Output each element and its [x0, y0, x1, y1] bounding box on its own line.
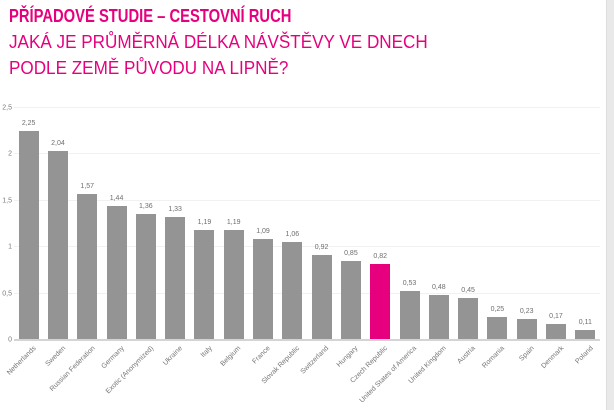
bar-column: 0,17 Denmark [540, 108, 570, 370]
x-category-label: Austria [456, 345, 478, 366]
y-tick-label: 0,5 [2, 290, 12, 298]
bar-italy [194, 229, 215, 340]
x-category-label: Ukraine [162, 345, 185, 368]
x-category-label: Hungary [336, 345, 360, 369]
x-category-label: Poland [573, 345, 595, 366]
bar-value-label: 0,53 [402, 279, 417, 287]
y-tick-label: 2 [8, 150, 12, 158]
bar-column: 0,25 Romania [482, 108, 512, 370]
bar-value-label: 0,11 [578, 318, 592, 326]
gridline [14, 246, 600, 248]
bar-united-states-of-america [399, 290, 420, 340]
bar-value-label: 0,85 [344, 250, 358, 258]
bar-value-label: 0,23 [519, 307, 534, 315]
bar-netherlands [18, 131, 39, 340]
bar-chart-columns: 2,25 Netherlands 2,04 Sweden 1,57 Russian Fed… [6, 108, 600, 404]
gridline [14, 292, 600, 294]
bar-hungary [340, 261, 361, 340]
bar-chart: 2,25 Netherlands 2,04 Sweden 1,57 Russian Fed… [6, 107, 600, 404]
bar-switzerland [311, 254, 332, 340]
bar-germany [106, 206, 127, 340]
gridline [14, 107, 600, 108]
page-title: PŘÍPADOVÉ STUDIE – CESTOVNÍ RUCH [9, 6, 292, 26]
bar-austria [458, 298, 479, 340]
y-tick-label: 1,5 [2, 197, 12, 205]
x-category-label: Italy [199, 345, 214, 360]
bar-value-label: 0,45 [461, 287, 475, 295]
bar-value-label: 1,57 [80, 183, 95, 191]
x-category-label: Denmark [539, 345, 565, 371]
bar-value-label: 0,82 [373, 252, 388, 260]
bar-column: 2,04 Sweden [43, 108, 72, 368]
y-tick-label: 0 [8, 336, 12, 344]
bar-russian-federation [77, 194, 98, 340]
bar-value-label: 1,19 [197, 218, 212, 226]
bar-value-label: 2,25 [21, 120, 36, 128]
bar-value-label: 1,33 [168, 205, 182, 213]
bar-value-label: 0,17 [549, 313, 563, 321]
bar-column: 1,09 France [248, 108, 277, 365]
bar-column: 1,36 Exotic (Anonymized) [104, 108, 160, 395]
bar-column: 0,48 United Kingdom [408, 108, 453, 385]
bar-column: 1,19 Belgium [219, 108, 248, 368]
bar-ukraine [165, 216, 186, 340]
x-category-label: Sweden [44, 345, 67, 368]
bar-slovak-republic [282, 241, 303, 340]
viewport-edge-strip [606, 0, 614, 410]
bar-value-label: 0,48 [431, 284, 446, 292]
bar-value-label: 1,19 [226, 218, 241, 226]
bar-column: 1,19 Italy [190, 108, 219, 359]
x-category-label: Netherlands [5, 345, 38, 377]
x-category-label: France [251, 345, 272, 366]
x-category-label: Germany [100, 345, 126, 371]
gridline [14, 153, 600, 155]
bar-column: 1,44 Germany [100, 108, 131, 370]
bar-denmark [545, 324, 566, 340]
bar-column: 0,23 Spain [512, 108, 541, 363]
bar-column: 1,33 Ukraine [160, 108, 189, 367]
bar-value-label: 0,25 [490, 305, 505, 313]
bar-column: 0,11 Poland [571, 108, 600, 365]
chart-question-line2: PODLE ZEMĚ PŮVODU NA LIPNĚ? [9, 58, 289, 78]
bar-czech-republic [370, 263, 391, 340]
y-tick-label: 1 [8, 243, 12, 251]
x-axis-line [14, 339, 600, 341]
y-axis: 0 0,5 1 1,5 2 2,5 [0, 104, 12, 344]
bar-value-label: 2,04 [51, 139, 65, 147]
bar-poland [575, 329, 596, 340]
bar-column: 0,85 Hungary [336, 108, 365, 369]
bar-exotic-anonymized [135, 213, 156, 340]
y-tick-label: 2,5 [2, 104, 12, 112]
bar-column: 1,57 Russian Federation [48, 108, 102, 393]
bar-romania [487, 316, 508, 340]
bar-column: 1,06 Slovak Republic [261, 108, 307, 385]
bar-value-label: 1,09 [256, 227, 270, 235]
bar-column: 0,92 Switzerland [300, 108, 336, 376]
bar-sweden [47, 150, 68, 340]
slide-title-block: PŘÍPADOVÉ STUDIE – CESTOVNÍ RUCH JAKÁ JE… [9, 3, 450, 81]
bar-value-label: 0,92 [314, 243, 329, 251]
x-category-label: Romania [481, 345, 507, 370]
bar-spain [516, 318, 537, 340]
x-category-label: Belgium [219, 345, 243, 368]
bar-column: 0,82 Czech Republic [350, 108, 395, 385]
chart-question-line1: JAKÁ JE PRŮMĚRNÁ DÉLKA NÁVŠTĚVY VE DNECH [9, 32, 428, 52]
x-category-label: Switzerland [300, 345, 331, 376]
bar-column: 0,53 United States of America [359, 108, 424, 404]
bar-value-label: 1,06 [285, 230, 300, 238]
bar-value-label: 1,36 [139, 202, 153, 210]
bar-value-label: 1,44 [109, 195, 124, 203]
x-category-label: Spain [518, 345, 536, 363]
bar-belgium [223, 229, 244, 340]
bar-united-kingdom [428, 295, 449, 340]
bar-france [253, 238, 274, 340]
x-category-label: United States of America [359, 345, 419, 405]
gridline [14, 199, 600, 201]
bar-column: 0,45 Austria [453, 108, 482, 365]
bar-column: 2,25 Netherlands [6, 108, 43, 377]
